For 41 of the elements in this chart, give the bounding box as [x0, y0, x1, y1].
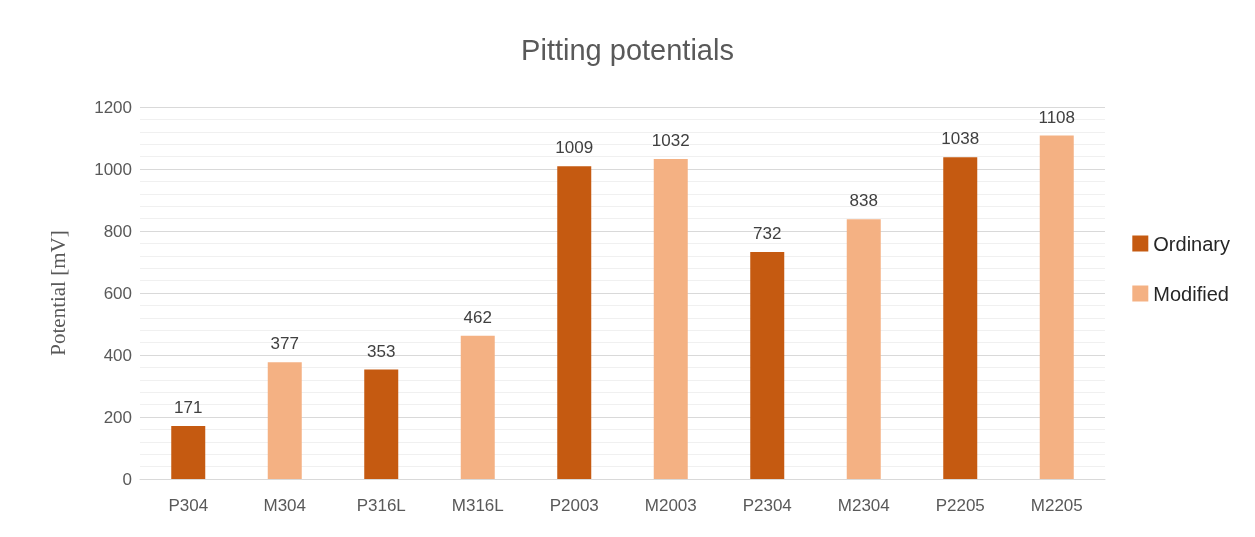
- bar: [846, 219, 881, 479]
- y-tick-label: 400: [103, 345, 132, 365]
- x-tick-label: M2003: [644, 496, 697, 515]
- x-tick-label: P304: [168, 496, 209, 515]
- y-tick-label: 1200: [94, 97, 132, 117]
- y-tick-label: 800: [103, 221, 132, 241]
- data-label: 377: [270, 334, 299, 354]
- data-label: 171: [174, 397, 203, 417]
- x-tick-label: M316L: [451, 496, 504, 515]
- y-axis-title: Potential [mV]: [45, 230, 70, 356]
- bar: [364, 369, 399, 479]
- x-tick-label: M304: [263, 496, 307, 515]
- x-tick-label: M2304: [837, 496, 890, 515]
- y-tick-label: 600: [103, 283, 132, 303]
- bar: [750, 252, 785, 479]
- x-tick-label: P2304: [742, 496, 792, 515]
- data-label: 838: [849, 191, 878, 211]
- data-label: 732: [753, 224, 782, 244]
- data-label: 1032: [651, 131, 690, 151]
- x-tick-label: M2205: [1030, 496, 1083, 515]
- data-label: 1009: [555, 138, 594, 158]
- legend-label: Modified: [1153, 282, 1229, 305]
- bar: [557, 166, 592, 479]
- bar: [171, 425, 206, 479]
- bar: [267, 362, 302, 479]
- data-label: 1108: [1038, 107, 1076, 127]
- data-label: 1038: [941, 129, 980, 149]
- y-tick-label: 1000: [94, 159, 132, 179]
- bar: [1039, 135, 1074, 479]
- legend-label: Ordinary: [1153, 232, 1231, 255]
- x-tick-label: P316L: [356, 496, 406, 515]
- y-tick-label: 0: [122, 469, 132, 489]
- bar: [653, 159, 688, 479]
- x-tick-label: P2205: [935, 496, 985, 515]
- bar: [943, 157, 978, 479]
- y-tick-label: 200: [103, 407, 132, 427]
- data-label: 462: [463, 307, 492, 327]
- chart-title: Pitting potentials: [521, 33, 734, 66]
- bar: [460, 335, 495, 479]
- data-label: 353: [367, 341, 396, 361]
- x-tick-label: P2003: [549, 496, 599, 515]
